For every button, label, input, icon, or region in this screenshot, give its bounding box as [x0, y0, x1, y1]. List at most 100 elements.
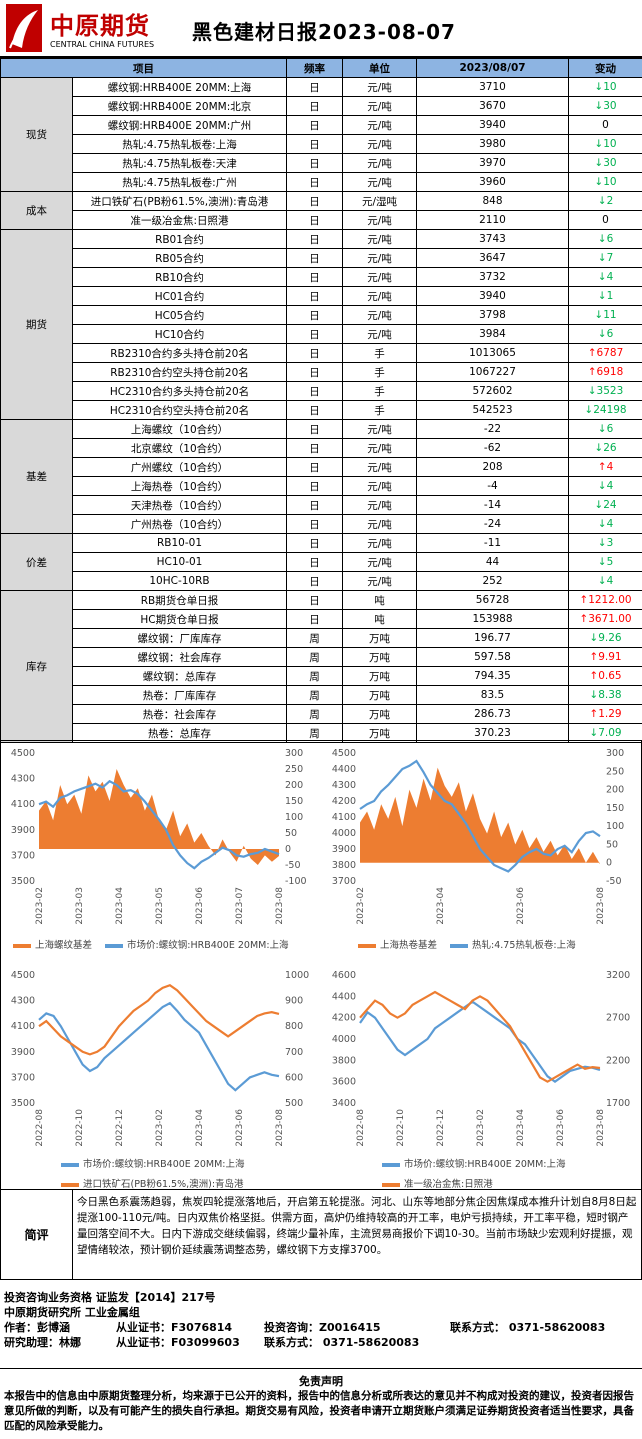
chart-rebar-vs-coke-svg: 4600 4400 4200 4000 3800 3600 3400 3200 2700 2200…	[332, 970, 630, 1147]
legend-swatch-orange	[382, 1182, 400, 1187]
frequency-cell: 日	[286, 210, 343, 230]
author-contact: 联系方式： 0371-58620083	[450, 1321, 606, 1334]
unit-cell: 手	[342, 381, 417, 401]
chart-rebar-vs-ore-svg: 4500 4300 4100 3900 3700 3500 1000 900 800 700 600…	[11, 970, 309, 1147]
item-cell: 北京螺纹（10合约）	[72, 438, 287, 458]
arrow-down-icon: ↓	[589, 632, 599, 644]
value-cell: 3798	[416, 305, 569, 325]
arrow-up-icon: ↑	[589, 670, 599, 682]
legend-swatch-orange	[13, 943, 31, 948]
table-row: 螺纹钢：总库存周万吨 794.35 ↑0.65	[1, 666, 642, 686]
right-axis-tick-label: 150	[606, 803, 624, 814]
x-axis-tick-label: 2023-02	[155, 1109, 165, 1147]
author-certificate: 从业证书：F3076814	[116, 1321, 233, 1334]
value-cell: 3710	[416, 77, 569, 97]
change-value: 3523	[596, 385, 624, 397]
frequency-cell: 日	[286, 457, 343, 477]
change-cell: ↑3671.00	[568, 609, 642, 629]
right-axis-tick-label: 900	[285, 996, 303, 1007]
left-axis-tick-label: 4600	[332, 970, 356, 981]
category-cell: 现货	[0, 77, 73, 192]
change-cell: ↓10	[568, 77, 642, 97]
report-title: 黑色建材日报2023-08-07	[192, 20, 456, 44]
change-cell: 0	[568, 115, 642, 135]
frequency-cell: 日	[286, 77, 343, 97]
value-cell: 3732	[416, 267, 569, 287]
charts-panel: 4500 4300 4100 3900 3700 3500 300 250 200 150 100 5…	[0, 740, 642, 1190]
change-value: 4	[606, 480, 614, 492]
frequency-cell: 周	[286, 666, 343, 686]
unit-cell: 元/吨	[342, 115, 417, 135]
assistant-certificate: 从业证书：F03099603	[116, 1336, 240, 1349]
change-value: 2	[606, 195, 614, 207]
arrow-up-icon: ↑	[587, 347, 597, 359]
chart-hrc-basis-svg: 4500 4400 4300 4200 4100 4000 3900 3800 3700 300 2…	[332, 748, 624, 925]
left-axis-tick-label: 4100	[11, 799, 35, 810]
table-row: 热轧:4.75热轧板卷:上海日元/吨 3980 ↓10	[1, 134, 642, 154]
change-value: 0	[602, 214, 609, 226]
arrow-down-icon: ↓	[597, 271, 607, 283]
value-cell: 196.77	[416, 628, 569, 648]
legend-label: 市场价:螺纹钢:HRB400E 20MM:上海	[404, 1159, 566, 1170]
x-axis-tick-label: 2022-08	[35, 1109, 45, 1147]
unit-cell: 元/吨	[342, 533, 417, 553]
left-axis-tick-label: 4200	[332, 1013, 356, 1024]
series-line	[359, 759, 601, 873]
table-row: HC2310合约空头持仓前20名日手 542523 ↓24198	[1, 400, 642, 420]
chart-rebar-vs-ore-legend: 市场价:螺纹钢:HRB400E 20MM:上海 进口铁矿石(PB粉61.5%,澳…	[61, 1155, 245, 1195]
unit-cell: 元/吨	[342, 514, 417, 534]
arrow-down-icon: ↓	[597, 252, 607, 264]
frequency-cell: 周	[286, 685, 343, 705]
item-cell: 热轧:4.75热轧板卷:上海	[72, 134, 287, 154]
item-cell: 进口铁矿石(PB粉61.5%,澳洲):青岛港	[72, 191, 287, 211]
change-value: 30	[603, 157, 617, 169]
value-cell: 2110	[416, 210, 569, 230]
commentary-section: 简评 今日黑色系震荡趋弱，焦炭四轮提涨落地后，开启第五轮提涨。河北、山东等地部分…	[0, 1190, 642, 1280]
right-axis-tick-label: -100	[285, 876, 307, 887]
column-header-date: 2023/08/07	[416, 58, 569, 78]
x-axis-tick-label: 2023-08	[596, 887, 606, 925]
assistant-name: 研究助理：林娜	[4, 1336, 81, 1349]
change-value: 6918	[596, 366, 624, 378]
x-axis-tick-label: 2023-08	[596, 1109, 606, 1147]
arrow-down-icon: ↓	[594, 442, 604, 454]
legend-label: 进口铁矿石(PB粉61.5%,澳洲):青岛港	[83, 1179, 244, 1190]
table-row: 热卷：总库存周万吨 370.23 ↓7.09	[1, 723, 642, 743]
right-axis-tick-label: -50	[606, 876, 622, 887]
item-cell: 广州热卷（10合约）	[72, 514, 287, 534]
x-axis-tick-label: 2022-10	[75, 1109, 85, 1147]
legend-label: 上海热卷基差	[380, 940, 438, 951]
right-axis-tick-label: 3200	[606, 970, 630, 981]
right-axis-tick-label: 2700	[606, 1013, 630, 1024]
x-axis-tick-label: 2023-04	[516, 1109, 526, 1147]
x-axis-tick-label: 2023-08	[275, 1109, 285, 1147]
value-cell: 3647	[416, 248, 569, 268]
left-axis-tick-label: 3900	[11, 825, 35, 836]
change-cell: ↓24198	[568, 400, 642, 420]
change-cell: ↓24	[568, 495, 642, 515]
frequency-cell: 日	[286, 153, 343, 173]
table-row: 北京螺纹（10合约）日元/吨 -62 ↓26	[1, 438, 642, 458]
right-axis-tick-label: 300	[285, 748, 303, 759]
chart-rebar-basis-svg: 4500 4300 4100 3900 3700 3500 300 250 200 150 100 5…	[11, 748, 307, 925]
right-axis-tick-label: 700	[285, 1047, 303, 1058]
change-cell: ↓2	[568, 191, 642, 211]
change-cell: ↓6	[568, 229, 642, 249]
change-value: 7.09	[598, 727, 622, 739]
right-axis-tick-label: 200	[285, 780, 303, 791]
table-row: RB05合约日元/吨 3647 ↓7	[1, 248, 642, 268]
change-cell: ↓7.09	[568, 723, 642, 743]
arrow-down-icon: ↓	[587, 385, 597, 397]
change-cell: ↓4	[568, 267, 642, 287]
unit-cell: 元/吨	[342, 153, 417, 173]
table-row: 期货 RB01合约日元/吨 3743 ↓6	[0, 229, 642, 420]
frequency-cell: 日	[286, 438, 343, 458]
value-cell: 3980	[416, 134, 569, 154]
arrow-down-icon: ↓	[594, 309, 604, 321]
disclaimer-text: 本报告中的信息由中原期货整理分析，均来源于已公开的资料，报告中的信息分析或所表达…	[4, 1390, 634, 1432]
change-value: 4	[606, 575, 614, 587]
frequency-cell: 日	[286, 115, 343, 135]
commentary-label: 简评	[1, 1190, 73, 1279]
author-info: 投资咨询业务资格 证监发【2014】217号 中原期货研究所 工业金属组 作者：…	[4, 1290, 638, 1350]
arrow-down-icon: ↓	[597, 290, 607, 302]
